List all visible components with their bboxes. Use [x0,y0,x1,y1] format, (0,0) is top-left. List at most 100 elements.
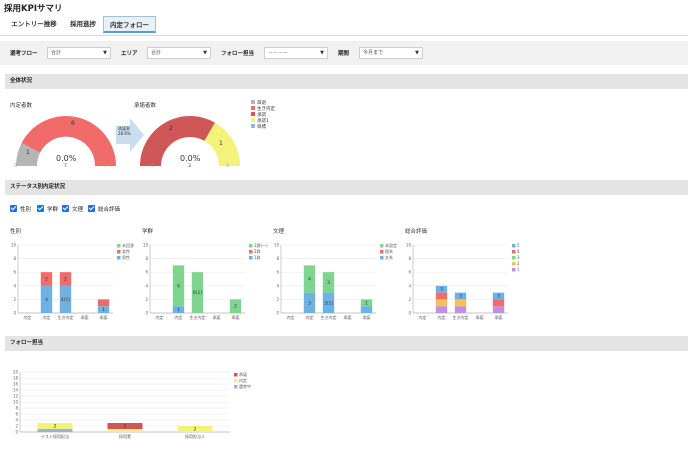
tab-entry-trend[interactable]: エントリー推移 [11,20,57,28]
x-tick-label: テスト採用担当 [41,433,69,439]
data-label: 3 [440,287,443,293]
x-tick-label: 採用累 [119,433,131,439]
flow-select[interactable]: 合計 ▼ [47,47,111,59]
x-tick-label: 内定 [419,314,427,320]
legend-label: 1群(一) [254,242,268,248]
accepted-gauge-accepted1-label: 1 [219,140,223,147]
check-science[interactable] [62,205,69,212]
check-faculty[interactable] [37,205,44,212]
legend-label: 1群 [254,254,261,260]
bar-segment [322,272,335,293]
x-tick-label: 内定 [306,314,314,320]
data-label: 3 [459,294,462,300]
tab-offer-follow[interactable]: 内定フォロー [103,16,156,33]
chevron-down-icon: ▼ [203,50,207,56]
legend-swatch [234,385,238,389]
x-tick-label: 内定 [156,314,164,320]
y-tick-label: 6 [145,270,148,275]
legend-label: 承諾1 [257,119,269,124]
chevron-down-icon: ▼ [415,50,419,56]
bar-segment [360,306,373,313]
check-science-label: 文理 [72,207,84,213]
area-select[interactable]: 合計 ▼ [147,47,211,59]
x-tick-label: 内定 [24,314,32,320]
accepted-count-label: 承諾者数 [134,103,157,109]
accept-rate-label: 承諾率 [118,126,130,131]
legend-swatch [251,118,255,122]
period-select[interactable]: 今月まで ▼ [359,47,423,59]
filter-bar [0,41,688,65]
x-tick-label: 内定 [438,314,446,320]
bar-segment [435,299,448,307]
x-tick-label: 内定 [287,314,295,320]
y-tick-label: 0 [408,311,411,316]
chart-faculty-title: 学群 [142,229,154,235]
bar-segment [177,426,213,432]
data-label: 2 [45,277,48,283]
y-tick-label: 4 [13,283,16,288]
y-tick-label: 8 [13,256,16,261]
bar-segment [191,272,204,313]
bar-segment [172,265,185,307]
bar-segment [37,429,73,432]
legend-swatch [380,244,384,248]
x-tick-label: 採用担当１ [185,433,205,439]
check-gender[interactable] [10,205,17,212]
chevron-down-icon: ▼ [320,50,324,56]
x-tick-label: 生き内定 [58,314,74,320]
y-tick-label: 2 [276,297,279,302]
legend-swatch [512,244,516,248]
legend-swatch [380,250,384,254]
bar-segment [172,306,185,313]
legend-swatch [512,256,516,260]
follow-filter-label: フォロー担当 [221,51,255,57]
y-tick-label: 2 [15,424,18,429]
y-tick-label: 6 [15,412,18,417]
offers-gauge-max: 7 [103,164,106,169]
legend-swatch [249,250,253,254]
x-tick-label: 承諾 [100,314,108,320]
accepted-gauge-center: 0.0% [180,154,201,163]
tab-bar [0,14,688,36]
legend-label: 2群 [254,248,261,254]
bar-segment [40,285,53,313]
legend-swatch [117,244,121,248]
legend-swatch [512,268,516,272]
overall-legend: 辞退 生き内定 承諾 承諾1 目標 [251,100,275,130]
legend-label: 辞退 [257,101,266,106]
x-tick-label: 生き内定 [321,314,337,320]
bar-segment [107,423,143,429]
data-label: 3(1) [324,300,333,306]
legend-label: 理系 [385,248,393,254]
accepted-gauge-accepted [140,116,215,166]
tab-recruit-progress[interactable]: 採用進捗 [70,20,96,28]
chart-science-title: 文理 [273,229,285,235]
follow-select-value: －－－－ [268,50,289,56]
data-label: 2 [194,427,197,433]
y-tick-label: 8 [145,256,148,261]
legend-label: 女性 [122,248,130,254]
y-tick-label: 10 [11,243,17,248]
bar-segment [107,429,143,432]
area-filter-label: エリア [121,51,138,57]
legend-label: 5 [517,243,520,248]
check-gender-label: 性別 [20,207,32,213]
x-tick-label: 承諾 [232,314,240,320]
y-tick-label: 0 [13,311,16,316]
bar-segment [454,292,467,300]
check-rating[interactable] [88,205,95,212]
accepted-gauge-min: 0 [151,164,154,169]
offers-gauge-center: 0.0% [56,154,77,163]
legend-swatch [380,256,384,260]
data-label: 6 [177,283,180,289]
y-tick-label: 0 [145,311,148,316]
x-tick-label: 承諾 [476,314,484,320]
period-filter-label: 期間 [338,51,350,57]
legend-item: 目標 [251,124,275,130]
y-tick-label: 8 [408,256,411,261]
follow-select[interactable]: －－－－ ▼ [264,47,328,59]
y-tick-label: 4 [408,283,411,288]
legend-swatch [251,112,255,116]
data-label: 4 [45,297,48,303]
section-overall-header: 全体状況 [5,74,688,89]
